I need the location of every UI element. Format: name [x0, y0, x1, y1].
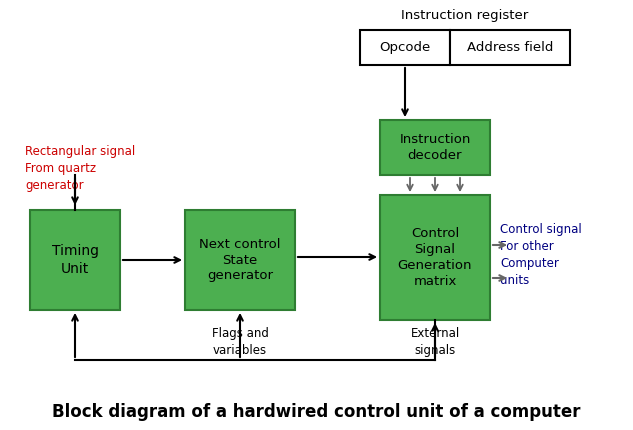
Text: Block diagram of a hardwired control unit of a computer: Block diagram of a hardwired control uni… [53, 403, 580, 421]
FancyBboxPatch shape [450, 30, 570, 65]
Text: Rectangular signal
From quartz
generator: Rectangular signal From quartz generator [25, 145, 135, 192]
Text: Flags and
variables: Flags and variables [211, 327, 268, 357]
FancyBboxPatch shape [360, 30, 450, 65]
Text: Opcode: Opcode [379, 41, 430, 54]
Text: Instruction register: Instruction register [401, 9, 529, 22]
FancyBboxPatch shape [380, 195, 490, 320]
Text: Timing
Unit: Timing Unit [51, 244, 99, 276]
Text: External
signals: External signals [410, 327, 460, 357]
Text: Computer
units: Computer units [500, 258, 559, 286]
FancyBboxPatch shape [30, 210, 120, 310]
Text: Control
Signal
Generation
matrix: Control Signal Generation matrix [398, 227, 472, 288]
Text: Control signal
For other: Control signal For other [500, 224, 582, 252]
FancyBboxPatch shape [380, 120, 490, 175]
Text: Address field: Address field [467, 41, 553, 54]
Text: Next control
State
generator: Next control State generator [199, 237, 281, 283]
Text: Instruction
decoder: Instruction decoder [399, 133, 471, 162]
FancyBboxPatch shape [185, 210, 295, 310]
